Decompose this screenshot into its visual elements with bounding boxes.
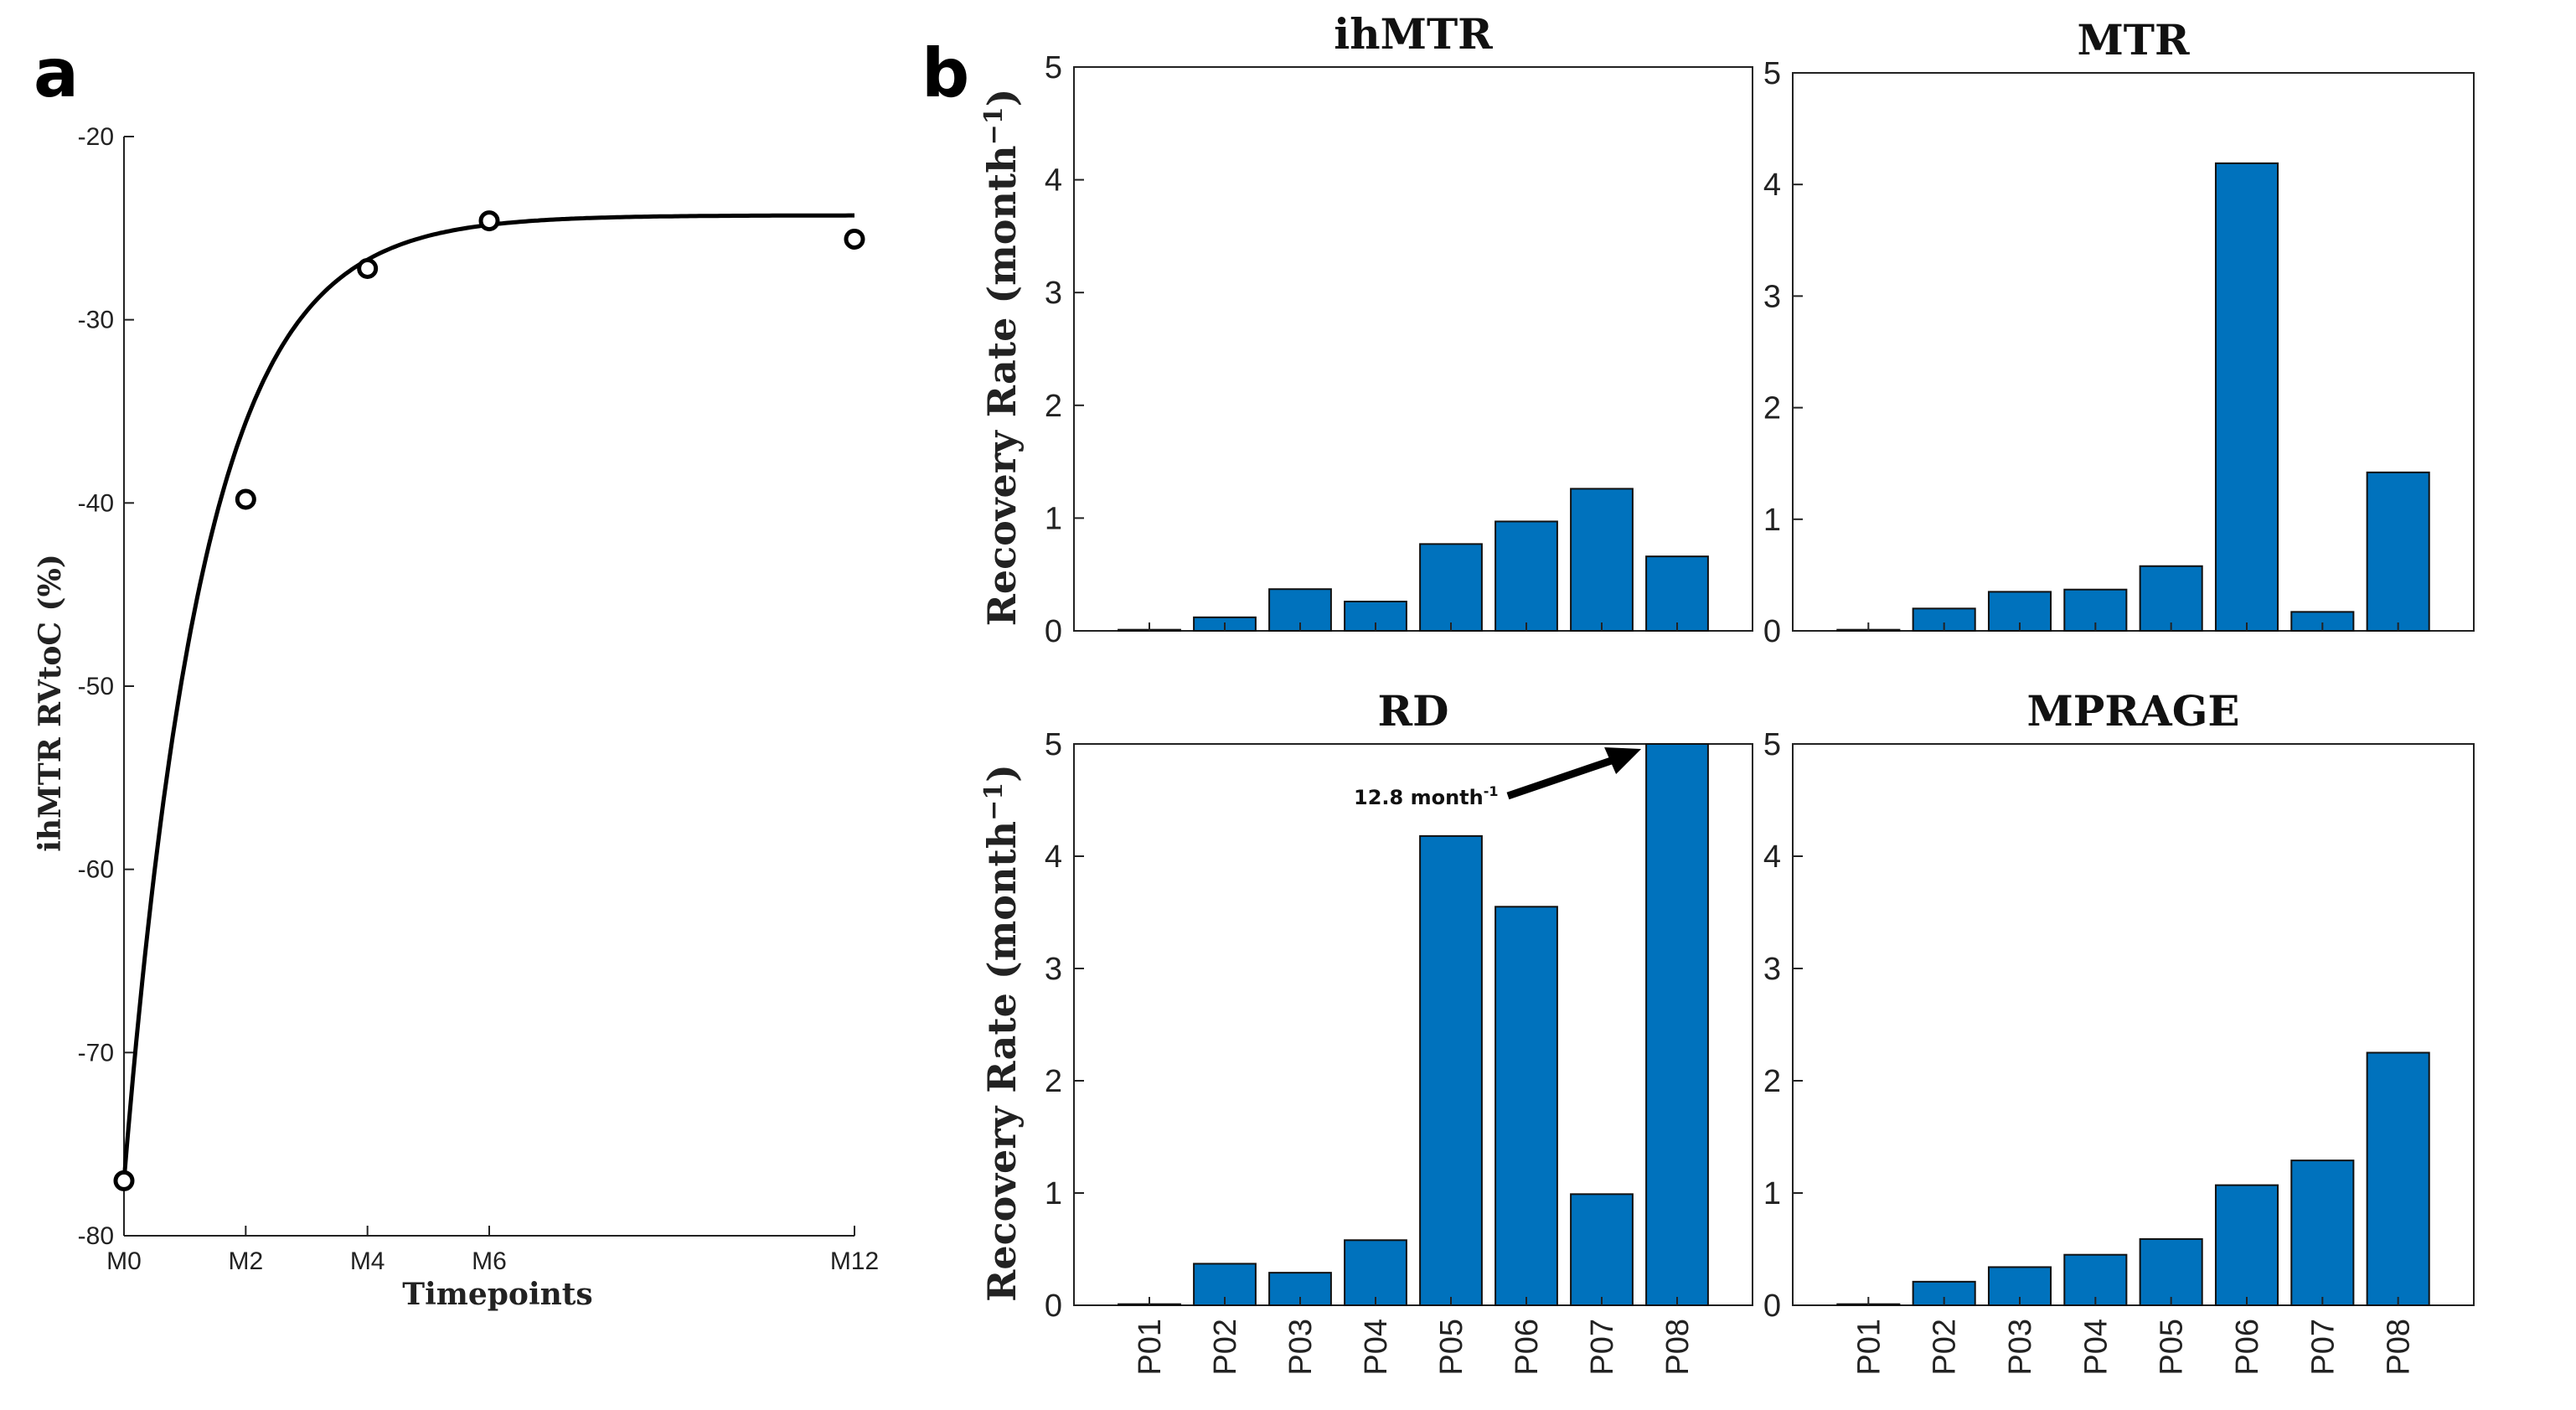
bar — [1494, 520, 1558, 632]
x-tick-label: M2 — [228, 1247, 263, 1275]
annotation-arrow-head — [1604, 747, 1642, 774]
data-point — [113, 1170, 135, 1191]
bar — [1419, 543, 1483, 632]
x-tick-label: P07 — [2305, 1319, 2341, 1376]
bar — [2366, 1051, 2430, 1306]
x-tick-label: M6 — [472, 1247, 507, 1275]
panel-label-a: a — [34, 34, 79, 112]
x-tick-label: P06 — [1510, 1319, 1545, 1376]
y-tick-label: 2 — [1045, 389, 1062, 424]
y-tick-label: 0 — [1763, 1289, 1781, 1324]
chart-mprage: MPRAGE 0 1 2 3 4 5 P01 P02 P03 P04 P05 P06 P07 P08 — [1763, 686, 2475, 1376]
y-tick-label: 4 — [1763, 839, 1781, 875]
bar — [2366, 471, 2430, 633]
y-tick-label: -30 — [78, 307, 114, 334]
x-tick-label: M12 — [830, 1247, 879, 1275]
data-point — [844, 228, 865, 250]
bar — [1344, 1239, 1407, 1307]
y-tick-label: 4 — [1045, 163, 1062, 199]
bar — [2214, 1184, 2279, 1306]
data-point — [357, 257, 379, 279]
plot-frame — [1073, 743, 1753, 1306]
y-axis-label: Recovery Rate (month−1) — [979, 764, 1025, 1302]
y-tick-label: 2 — [1763, 1064, 1781, 1099]
x-tick-label: M4 — [350, 1247, 385, 1275]
annotation-label: 12.8 month-1 — [1354, 783, 1499, 809]
y-tick-label: -40 — [78, 489, 114, 517]
x-tick-label: P08 — [2382, 1319, 2417, 1376]
y-tick-label: 1 — [1045, 1176, 1062, 1211]
y-tick-label: 3 — [1045, 952, 1062, 987]
chart-title: RD — [1378, 686, 1449, 736]
y-tick-label: 0 — [1763, 614, 1781, 649]
chart-mtr: MTR 0 1 2 3 4 5 — [1763, 15, 2475, 649]
y-tick-label: 2 — [1045, 1064, 1062, 1099]
bar — [2290, 1160, 2355, 1307]
y-tick-label: 4 — [1763, 168, 1781, 203]
y-tick-label: 3 — [1763, 952, 1781, 987]
x-tick-label: P05 — [2155, 1319, 2190, 1376]
y-tick-label: 0 — [1045, 614, 1062, 649]
y-tick-label: 1 — [1045, 501, 1062, 536]
y-tick-label: 0 — [1045, 1289, 1062, 1324]
y-axis-label: Recovery Rate (month−1) — [979, 89, 1025, 627]
chart-rd: RD 0 1 2 3 4 5 P01 P02 P03 P04 P05 P06 P07 P08 Recovery… — [979, 686, 1753, 1376]
chart-title: ihMTR — [1334, 9, 1493, 59]
panel-label-b: b — [921, 34, 969, 112]
annotation-arrow-shaft — [1506, 755, 1618, 800]
y-tick-label: -50 — [78, 673, 114, 700]
data-point — [235, 488, 256, 510]
x-tick-label: P04 — [1359, 1319, 1394, 1376]
x-tick-label: P03 — [2003, 1319, 2038, 1376]
y-tick-label: 5 — [1045, 50, 1062, 85]
y-tick-label: 5 — [1763, 56, 1781, 91]
y-tick-label: 3 — [1763, 279, 1781, 314]
bar — [2214, 162, 2279, 632]
x-tick-label: P05 — [1434, 1319, 1469, 1376]
bar — [2063, 1253, 2128, 1306]
x-tick-label: P08 — [1660, 1319, 1696, 1376]
y-tick-label: 1 — [1763, 1176, 1781, 1211]
bar — [2139, 1237, 2203, 1306]
plot-frame — [1792, 72, 2475, 632]
x-tick-label: P02 — [1208, 1319, 1243, 1376]
bar — [1570, 488, 1634, 632]
y-axis-label: ihMTR RVtoC (%) — [33, 554, 68, 852]
chart-ihmtr: ihMTR 0 1 2 3 4 5 Recovery Rate (month−1) — [979, 9, 1753, 649]
bar — [1494, 906, 1558, 1307]
y-tick-label: -20 — [78, 123, 114, 151]
x-axis-label: Timepoints — [402, 1277, 592, 1312]
x-tick-label: P02 — [1928, 1319, 1963, 1376]
x-tick-label: P03 — [1283, 1319, 1319, 1376]
fit-curve — [121, 213, 854, 1181]
x-tick-label: P06 — [2230, 1319, 2265, 1376]
y-tick-label: 2 — [1763, 391, 1781, 426]
y-tick-label: 3 — [1045, 276, 1062, 311]
x-tick-label: P01 — [1851, 1319, 1887, 1376]
bar — [2139, 565, 2203, 633]
y-tick-label: 1 — [1763, 503, 1781, 538]
x-tick-label: P04 — [2078, 1319, 2114, 1376]
y-tick-label: -80 — [78, 1222, 114, 1250]
chart-title: MTR — [2077, 15, 2190, 65]
bar — [1645, 743, 1709, 1306]
x-tick-label: P01 — [1133, 1319, 1168, 1376]
data-point — [478, 210, 500, 232]
y-tick-label: -70 — [78, 1039, 114, 1067]
y-tick-label: 4 — [1045, 839, 1062, 875]
y-tick-label: 5 — [1763, 727, 1781, 762]
bar — [1645, 555, 1709, 632]
bar — [1419, 834, 1483, 1306]
y-tick-label: -60 — [78, 856, 114, 884]
x-tick-label: P07 — [1585, 1319, 1620, 1376]
plot-frame — [1073, 66, 1753, 632]
bar — [1570, 1193, 1634, 1306]
x-tick-label: M0 — [106, 1247, 142, 1275]
chart-title: MPRAGE — [2026, 686, 2239, 736]
y-tick-label: 5 — [1045, 727, 1062, 762]
plot-frame — [1792, 743, 2475, 1306]
